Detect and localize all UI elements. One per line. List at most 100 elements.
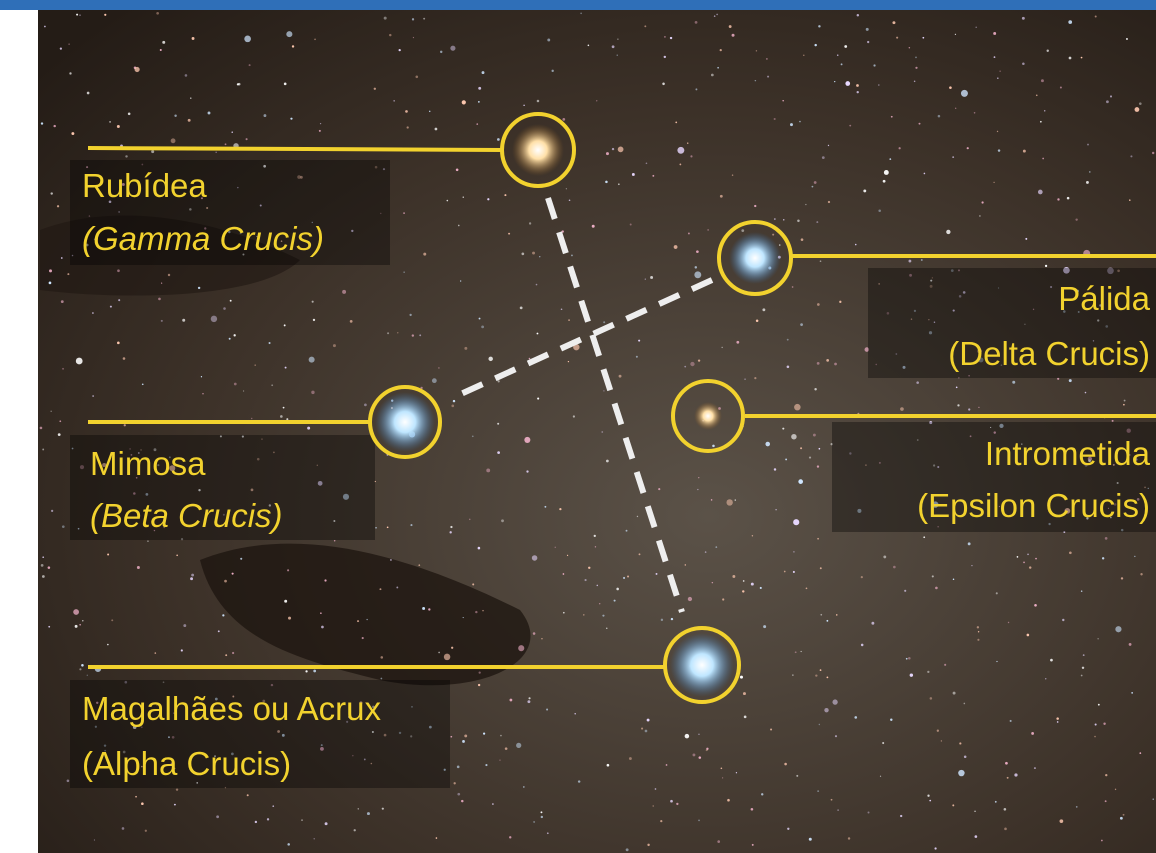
background-star xyxy=(891,116,893,118)
background-star xyxy=(601,431,603,433)
background-star xyxy=(41,122,43,124)
background-star xyxy=(752,535,753,536)
background-star xyxy=(915,67,917,69)
background-star xyxy=(607,764,610,767)
star-designation: (Epsilon Crucis) xyxy=(917,487,1150,524)
background-star xyxy=(142,383,144,385)
background-star xyxy=(978,631,979,632)
background-star xyxy=(660,820,662,822)
background-star xyxy=(957,404,959,406)
background-star xyxy=(1035,558,1037,560)
background-star xyxy=(232,652,234,654)
background-star xyxy=(856,84,859,87)
background-star xyxy=(841,63,843,65)
background-star xyxy=(765,442,770,447)
background-star xyxy=(921,259,923,261)
background-star xyxy=(904,590,906,592)
background-star xyxy=(1025,238,1027,240)
background-star xyxy=(160,49,162,51)
background-star xyxy=(697,489,698,490)
background-star xyxy=(883,556,886,559)
background-star xyxy=(438,367,439,368)
background-star xyxy=(286,418,288,420)
background-star xyxy=(462,100,466,104)
background-star xyxy=(413,37,414,38)
background-star xyxy=(314,38,316,40)
background-star xyxy=(961,90,968,97)
background-star xyxy=(883,180,886,183)
background-star xyxy=(583,614,584,615)
background-star xyxy=(479,318,481,320)
background-star xyxy=(720,195,723,198)
background-star xyxy=(225,654,227,656)
background-star xyxy=(216,152,217,153)
background-star xyxy=(805,204,806,205)
background-star xyxy=(798,479,803,484)
background-star xyxy=(861,644,864,647)
background-star xyxy=(712,582,713,583)
background-star xyxy=(721,347,722,348)
background-star xyxy=(670,37,672,39)
background-star xyxy=(309,357,315,363)
background-star xyxy=(1097,638,1098,639)
background-star xyxy=(722,598,724,600)
background-star xyxy=(923,536,925,538)
background-star xyxy=(479,671,481,673)
background-star xyxy=(712,445,715,448)
background-star xyxy=(478,684,480,686)
background-star xyxy=(685,564,686,565)
background-star xyxy=(231,131,232,132)
background-star xyxy=(783,219,784,220)
star-designation: (Gamma Crucis) xyxy=(82,220,324,257)
background-star xyxy=(117,125,120,128)
background-star xyxy=(1124,400,1126,402)
background-star xyxy=(619,375,622,378)
background-star xyxy=(486,468,490,472)
background-star xyxy=(743,692,746,695)
background-star xyxy=(223,307,226,310)
background-star xyxy=(890,718,892,720)
background-star xyxy=(492,803,494,805)
background-star xyxy=(675,121,677,123)
background-star xyxy=(787,365,790,368)
background-star xyxy=(941,740,942,741)
background-star xyxy=(111,619,113,621)
scene: Rubídea (Gamma Crucis) Pálida (Delta Cru… xyxy=(0,0,1156,853)
background-star xyxy=(271,384,273,386)
background-star xyxy=(647,719,650,722)
background-star xyxy=(916,381,919,384)
background-star xyxy=(537,398,539,400)
background-star xyxy=(754,205,756,207)
background-star xyxy=(122,827,125,830)
background-star xyxy=(596,100,597,101)
background-star xyxy=(815,674,817,676)
background-star xyxy=(795,651,797,653)
background-star xyxy=(711,74,714,77)
background-star xyxy=(690,155,692,157)
background-star xyxy=(826,359,829,362)
background-star xyxy=(573,415,575,417)
background-star xyxy=(799,121,801,123)
background-star xyxy=(527,700,530,703)
background-star xyxy=(996,661,997,662)
background-star xyxy=(382,808,384,810)
star xyxy=(694,402,722,430)
background-star xyxy=(792,674,793,675)
background-star xyxy=(820,614,822,616)
background-star xyxy=(387,332,389,334)
background-star xyxy=(968,408,970,410)
background-star xyxy=(1060,86,1062,88)
background-star xyxy=(699,756,702,759)
background-star xyxy=(1086,181,1089,184)
background-star xyxy=(670,800,673,803)
background-star xyxy=(784,763,787,766)
background-star xyxy=(664,36,666,38)
background-star xyxy=(520,306,523,309)
background-star xyxy=(1023,150,1026,153)
background-star xyxy=(1031,732,1034,735)
background-star xyxy=(632,173,635,176)
background-star xyxy=(171,138,176,143)
background-star xyxy=(1004,808,1007,811)
background-star xyxy=(782,100,783,101)
background-star xyxy=(636,356,638,358)
